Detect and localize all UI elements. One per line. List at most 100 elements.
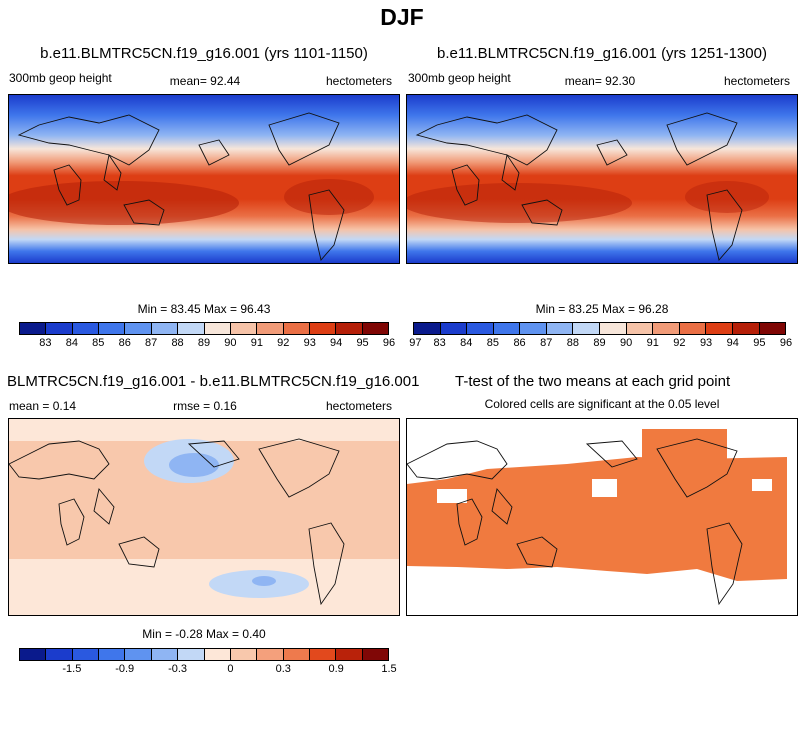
colorbar-swatch: [230, 323, 258, 334]
colorbar-swatch: [336, 323, 363, 334]
difference-map-svg: [9, 419, 399, 615]
variable-label: 300mb geop height: [9, 71, 112, 85]
colorbar-tick-label: 93: [303, 337, 316, 349]
units-label: hectometers: [724, 74, 791, 88]
colorbar-swatch: [493, 323, 521, 334]
colorbar-tick-label: 0.3: [275, 663, 291, 675]
colorbar-ticks: -1.5 -0.9 -0.3 0 0.3 0.9 1.5: [19, 663, 396, 677]
mean-label: mean = 0.14: [9, 399, 77, 413]
colorbar: [19, 648, 389, 661]
colorbar-tick-label: 94: [330, 337, 343, 349]
page-title: DJF: [380, 4, 424, 30]
colorbar-tick-label: 92: [277, 337, 290, 349]
colorbar-tick-label: 1.5: [381, 663, 397, 675]
colorbar-tick-label: -0.9: [115, 663, 135, 675]
colorbar-tick-label: 0: [227, 663, 234, 675]
colorbar-tick-label: 0.9: [328, 663, 344, 675]
colorbar-swatch: [72, 649, 100, 660]
colorbar-swatch: [151, 649, 179, 660]
colorbar-swatch: [653, 323, 680, 334]
colorbar-tick-label: 83: [39, 337, 52, 349]
colorbar-swatch: [72, 323, 100, 334]
colorbar-swatch: [178, 649, 205, 660]
colorbar-swatch: [257, 323, 284, 334]
colorbar-swatch: [467, 323, 494, 334]
colorbar-swatch: [20, 649, 47, 660]
colorbar-swatch: [732, 323, 760, 334]
colorbar-tick-label: -1.5: [62, 663, 82, 675]
colorbar-swatch: [309, 649, 337, 660]
colorbar-tick-label: 93: [699, 337, 713, 349]
significance-map: [406, 418, 798, 616]
colorbar-tick-label: 86: [513, 337, 526, 349]
rmse-label: rmse = 0.16: [173, 399, 237, 413]
colorbar-swatch: [626, 323, 654, 334]
colorbar-tick-label: 95: [753, 337, 766, 349]
colorbar-tick-label: 85: [92, 337, 105, 349]
colorbar-swatch: [414, 323, 441, 334]
colorbar-tick-label: 85: [486, 337, 500, 349]
height-map: [406, 94, 798, 264]
colorbar-swatch: [99, 323, 126, 334]
colorbar-swatch: [125, 649, 152, 660]
colorbar-swatch: [204, 323, 231, 334]
colorbar-swatch: [99, 649, 126, 660]
colorbar-tick-label: 88: [566, 337, 579, 349]
colorbar-swatch: [706, 323, 733, 334]
panel-title: b.e11.BLMTRC5CN.f19_g16.001 (yrs 1101-11…: [40, 45, 368, 62]
units-label: hectometers: [326, 74, 393, 88]
colorbar-swatch: [283, 323, 310, 334]
colorbar-tick-label: 97: [409, 337, 422, 349]
difference-map: [8, 418, 400, 616]
significance-map-svg: [407, 419, 797, 615]
colorbar-swatch: [336, 649, 363, 660]
colorbar-swatch: [204, 649, 231, 660]
colorbar-tick-label: -0.3: [168, 663, 188, 675]
variable-label: 300mb geop height: [408, 71, 511, 85]
colorbar-swatch: [283, 649, 310, 660]
mean-label: mean= 92.30: [564, 74, 636, 88]
colorbar-tick-label: 96: [382, 337, 396, 349]
colorbar-tick-label: 91: [250, 337, 263, 349]
colorbar-swatch: [362, 323, 389, 334]
colorbar-tick-label: 92: [673, 337, 686, 349]
units-label: hectometers: [326, 399, 393, 413]
colorbar: [413, 322, 786, 335]
colorbar-tick-label: 88: [171, 337, 184, 349]
height-map-svg: [9, 95, 399, 263]
colorbar-swatch: [230, 649, 258, 660]
colorbar-tick-label: 84: [460, 337, 473, 349]
colorbar-tick-label: 90: [224, 337, 237, 349]
colorbar: [19, 322, 389, 335]
colorbar-swatch: [257, 649, 284, 660]
colorbar-swatch: [46, 649, 73, 660]
colorbar-swatch: [151, 323, 179, 334]
stats-label: Min = 83.25 Max = 96.28: [535, 302, 669, 316]
colorbar-swatch: [20, 323, 47, 334]
colorbar-tick-label: 83: [433, 337, 446, 349]
colorbar-swatch: [309, 323, 337, 334]
panel-title: b.e11.BLMTRC5CN.f19_g16.001 (yrs 1251-13…: [437, 45, 767, 62]
panel-subtitle: Colored cells are significant at the 0.0…: [484, 397, 720, 411]
colorbar-tick-label: 87: [540, 337, 553, 349]
colorbar-swatch: [178, 323, 205, 334]
colorbar-tick-label: 91: [646, 337, 659, 349]
colorbar-swatch: [679, 323, 707, 334]
significant-cells: [407, 429, 787, 581]
height-map: [8, 94, 400, 264]
colorbar-tick-label: 89: [593, 337, 606, 349]
colorbar-tick-label: 96: [779, 337, 793, 349]
colorbar-swatch: [520, 323, 547, 334]
height-map-svg: [407, 95, 797, 263]
colorbar-tick-label: 87: [145, 337, 158, 349]
colorbar-tick-label: 90: [620, 337, 633, 349]
colorbar-tick-label: 95: [356, 337, 369, 349]
mean-label: mean= 92.44: [169, 74, 241, 88]
colorbar-tick-label: 84: [65, 337, 78, 349]
colorbar-swatch: [440, 323, 468, 334]
colorbar-tick-label: 89: [197, 337, 211, 349]
colorbar-tick-label: 86: [118, 337, 131, 349]
colorbar-swatch: [46, 323, 73, 334]
colorbar-swatch: [546, 323, 574, 334]
